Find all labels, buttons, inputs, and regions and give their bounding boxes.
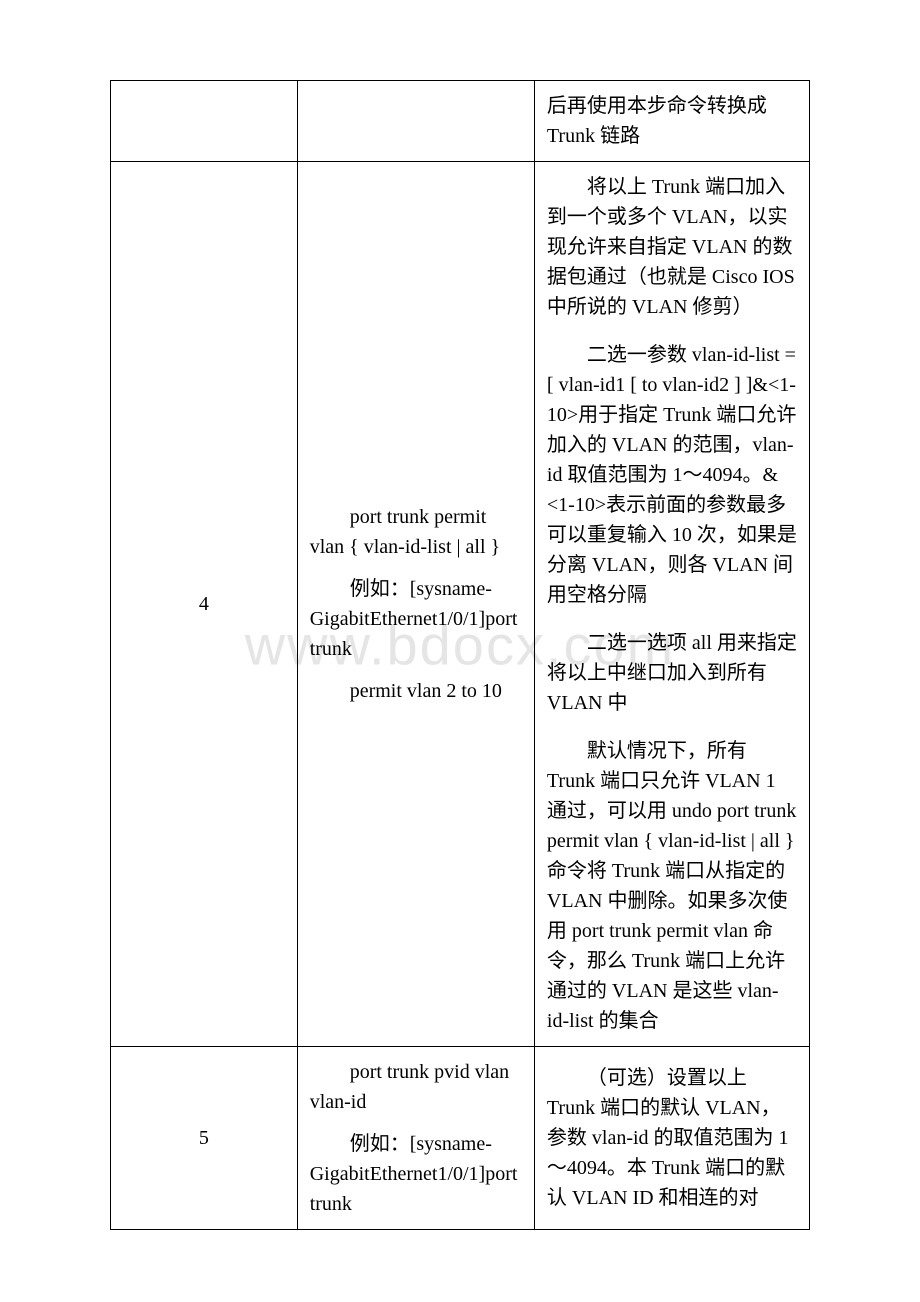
table-body: 后再使用本步命令转换成 Trunk 链路 4 port trunk permit… (111, 81, 810, 1230)
table-row: 4 port trunk permit vlan { vlan-id-list … (111, 162, 810, 1047)
desc-text: 将以上 Trunk 端口加入到一个或多个 VLAN，以实现允许来自指定 VLAN… (547, 172, 797, 322)
desc-text: 后再使用本步命令转换成 Trunk 链路 (547, 91, 797, 151)
command-cell: port trunk pvid vlan vlan-id 例如：[sysname… (297, 1047, 534, 1230)
step-num-cell (111, 81, 298, 162)
desc-text: 默认情况下，所有 Trunk 端口只允许 VLAN 1 通过，可以用 undo … (547, 736, 797, 1036)
cmd-text: port trunk permit vlan { vlan-id-list | … (310, 502, 522, 562)
desc-text: （可选）设置以上 Trunk 端口的默认 VLAN，参数 vlan-id 的取值… (547, 1063, 797, 1213)
step-num-cell: 4 (111, 162, 298, 1047)
desc-text: 二选一参数 vlan-id-list = [ vlan-id1 [ to vla… (547, 340, 797, 610)
description-cell: （可选）设置以上 Trunk 端口的默认 VLAN，参数 vlan-id 的取值… (534, 1047, 809, 1230)
command-cell (297, 81, 534, 162)
table-row: 后再使用本步命令转换成 Trunk 链路 (111, 81, 810, 162)
description-cell: 后再使用本步命令转换成 Trunk 链路 (534, 81, 809, 162)
cmd-text: permit vlan 2 to 10 (310, 676, 522, 706)
cmd-text: port trunk pvid vlan vlan-id (310, 1057, 522, 1117)
desc-text: 二选一选项 all 用来指定将以上中继口加入到所有 VLAN 中 (547, 628, 797, 718)
cmd-text: 例如：[sysname-GigabitEthernet1/0/1]port tr… (310, 1129, 522, 1219)
document-content: 后再使用本步命令转换成 Trunk 链路 4 port trunk permit… (110, 80, 810, 1230)
cmd-text: 例如：[sysname-GigabitEthernet1/0/1]port tr… (310, 574, 522, 664)
table-row: 5 port trunk pvid vlan vlan-id 例如：[sysna… (111, 1047, 810, 1230)
description-cell: 将以上 Trunk 端口加入到一个或多个 VLAN，以实现允许来自指定 VLAN… (534, 162, 809, 1047)
config-table: 后再使用本步命令转换成 Trunk 链路 4 port trunk permit… (110, 80, 810, 1230)
step-num-cell: 5 (111, 1047, 298, 1230)
command-cell: port trunk permit vlan { vlan-id-list | … (297, 162, 534, 1047)
